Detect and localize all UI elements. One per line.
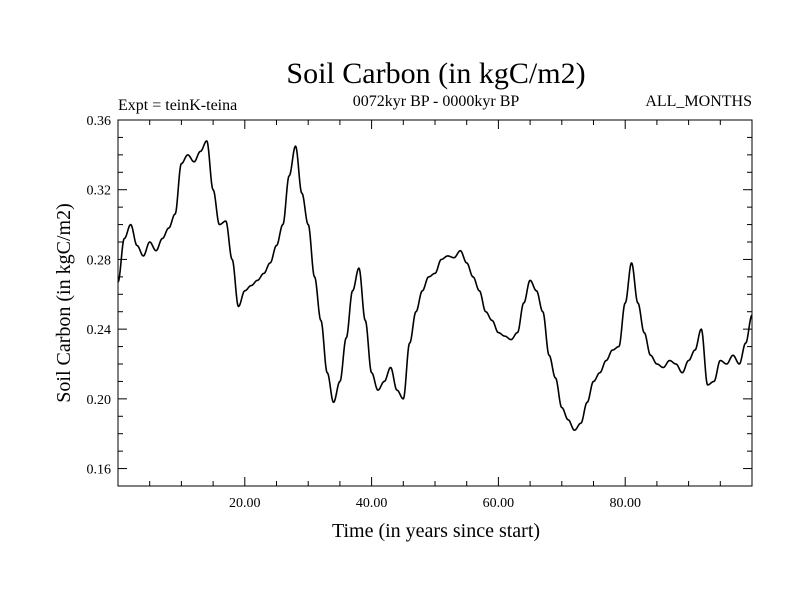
time-range-label: 0072kyr BP - 0000kyr BP [353,93,520,110]
experiment-label: Expt = teinK-teina [118,97,237,114]
months-label: ALL_MONTHS [645,93,752,110]
y-axis-ticks: 0.16 0.20 0.24 0.28 0.32 0.36 [87,114,752,487]
x-axis-label: Time (in years since start) [332,520,540,542]
x-tick-label: 60.00 [483,496,515,511]
x-tick-label: 20.00 [229,496,261,511]
y-tick-label: 0.16 [87,463,112,478]
soil-carbon-line [117,140,753,432]
y-tick-label: 0.28 [87,253,112,268]
y-tick-label: 0.36 [87,114,112,129]
plot-frame [117,119,753,487]
x-axis-ticks: 20.00 40.00 60.00 80.00 [149,120,721,511]
x-tick-label: 80.00 [609,496,641,511]
chart-title: Soil Carbon (in kgC/m2) [286,57,585,90]
y-axis-label: Soil Carbon (in kgC/m2) [53,203,75,402]
x-tick-label: 40.00 [356,496,388,511]
y-tick-label: 0.32 [87,184,112,199]
y-tick-label: 0.24 [87,323,112,338]
y-tick-label: 0.20 [87,393,112,408]
